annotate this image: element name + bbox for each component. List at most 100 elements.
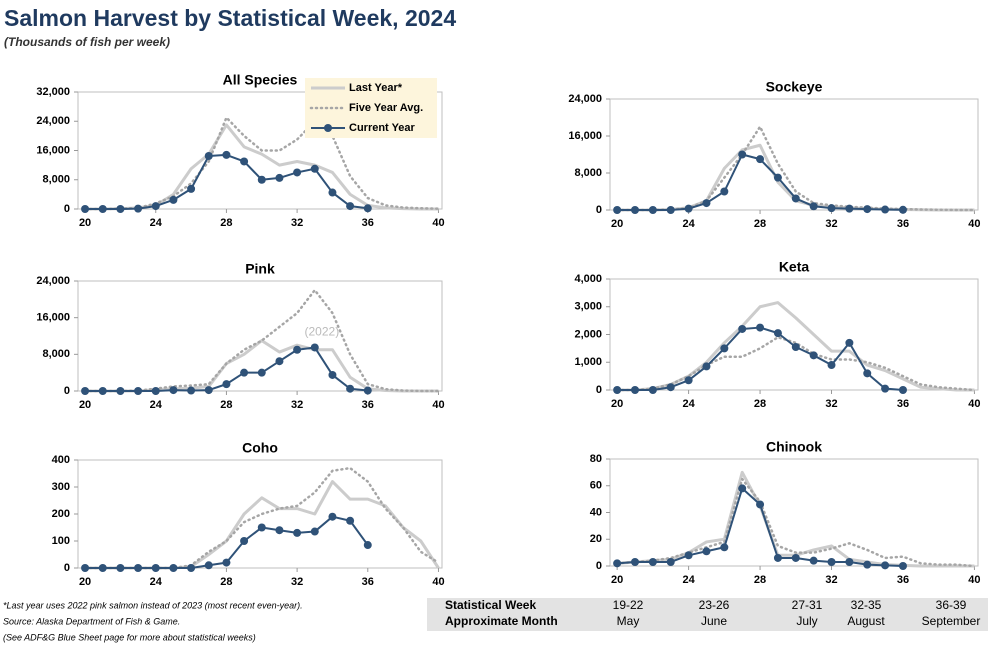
series-line — [617, 487, 904, 567]
x-tick-label: 28 — [754, 398, 766, 410]
data-point — [169, 386, 178, 395]
data-point — [328, 512, 337, 521]
data-point — [98, 564, 107, 572]
data-point — [222, 150, 231, 159]
data-point — [845, 204, 854, 213]
data-point — [613, 386, 622, 394]
legend-label: Five Year Avg. — [349, 102, 423, 114]
chart-title: Keta — [779, 259, 810, 275]
data-point — [720, 543, 729, 552]
data-point — [151, 202, 160, 211]
series-line — [615, 477, 976, 568]
series-line — [85, 339, 439, 393]
table-row-label: Approximate Month — [445, 614, 558, 628]
data-point — [702, 362, 711, 371]
chart-title: Coho — [242, 440, 278, 456]
data-point — [293, 345, 302, 354]
y-tick-label: 0 — [596, 560, 602, 572]
y-tick-label: 400 — [52, 454, 70, 466]
x-tick-label: 20 — [611, 218, 623, 230]
data-point — [791, 342, 800, 351]
x-tick-label: 20 — [79, 576, 91, 588]
x-tick-label: 24 — [682, 218, 695, 230]
data-point — [98, 387, 107, 395]
data-point — [631, 206, 640, 214]
data-point — [310, 164, 319, 173]
data-point — [240, 157, 249, 166]
x-tick-label: 36 — [897, 574, 909, 586]
data-point — [613, 559, 622, 568]
plot-frame — [609, 98, 979, 211]
data-point — [134, 204, 143, 213]
table-cell: 32-35 — [851, 598, 882, 612]
data-point — [738, 324, 747, 333]
x-tick-label: 24 — [150, 217, 163, 229]
y-tick-label: 16,000 — [36, 144, 70, 156]
data-point — [134, 387, 143, 395]
x-tick-label: 32 — [291, 399, 303, 411]
data-point — [666, 383, 675, 392]
data-point — [756, 323, 765, 332]
y-tick-label: 8,000 — [42, 348, 70, 360]
y-tick-label: 0 — [64, 385, 70, 397]
data-point — [845, 338, 854, 347]
table-cell: September — [922, 614, 981, 628]
data-point — [204, 561, 213, 570]
data-point — [310, 343, 319, 352]
x-tick-label: 40 — [968, 398, 980, 410]
data-point — [116, 205, 125, 213]
data-point — [169, 195, 178, 204]
data-point — [756, 500, 765, 509]
data-point — [98, 205, 107, 213]
plot-frame — [609, 278, 979, 391]
x-tick-label: 36 — [897, 398, 909, 410]
y-tick-label: 16,000 — [568, 130, 602, 142]
x-tick-label: 28 — [754, 218, 766, 230]
y-tick-label: 40 — [590, 506, 602, 518]
y-tick-label: 32,000 — [36, 86, 70, 98]
data-point — [881, 561, 890, 570]
x-tick-label: 28 — [220, 399, 232, 411]
legend-marker — [324, 124, 332, 132]
data-point — [863, 369, 872, 378]
table-row-label: Statistical Week — [445, 598, 536, 612]
x-tick-label: 32 — [825, 574, 837, 586]
x-tick-label: 20 — [79, 399, 91, 411]
data-point — [81, 205, 90, 213]
data-point — [809, 202, 818, 211]
data-point — [720, 187, 729, 196]
chart-title: Chinook — [766, 439, 822, 455]
data-point — [684, 551, 693, 560]
x-tick-label: 28 — [220, 217, 232, 229]
data-point — [684, 204, 693, 213]
legend-label: Current Year — [349, 122, 416, 134]
x-tick-label: 24 — [682, 574, 695, 586]
data-point — [134, 564, 143, 572]
x-tick-label: 40 — [432, 217, 444, 229]
x-tick-label: 20 — [611, 574, 623, 586]
data-point — [809, 351, 818, 360]
plot-frame — [609, 458, 979, 567]
table-cell: August — [847, 614, 885, 628]
x-tick-label: 28 — [220, 576, 232, 588]
series-line — [83, 466, 440, 570]
table-cell: 19-22 — [613, 598, 644, 612]
y-tick-label: 8,000 — [574, 167, 602, 179]
footnote: *Last year uses 2022 pink salmon instead… — [3, 600, 303, 610]
data-point — [791, 553, 800, 562]
footnote: Source: Alaska Department of Fish & Game… — [3, 616, 180, 626]
series-line — [85, 153, 368, 210]
y-tick-label: 1,000 — [574, 356, 602, 368]
x-tick-label: 20 — [79, 217, 91, 229]
plot-frame — [77, 459, 443, 569]
data-point — [738, 484, 747, 493]
data-point — [881, 205, 890, 214]
y-tick-label: 0 — [596, 204, 602, 216]
data-point — [827, 557, 836, 566]
data-point — [648, 557, 657, 566]
y-tick-label: 200 — [52, 508, 70, 520]
data-point — [328, 370, 337, 379]
data-point — [738, 150, 747, 159]
x-tick-label: 36 — [362, 399, 374, 411]
table-cell: July — [796, 614, 817, 628]
